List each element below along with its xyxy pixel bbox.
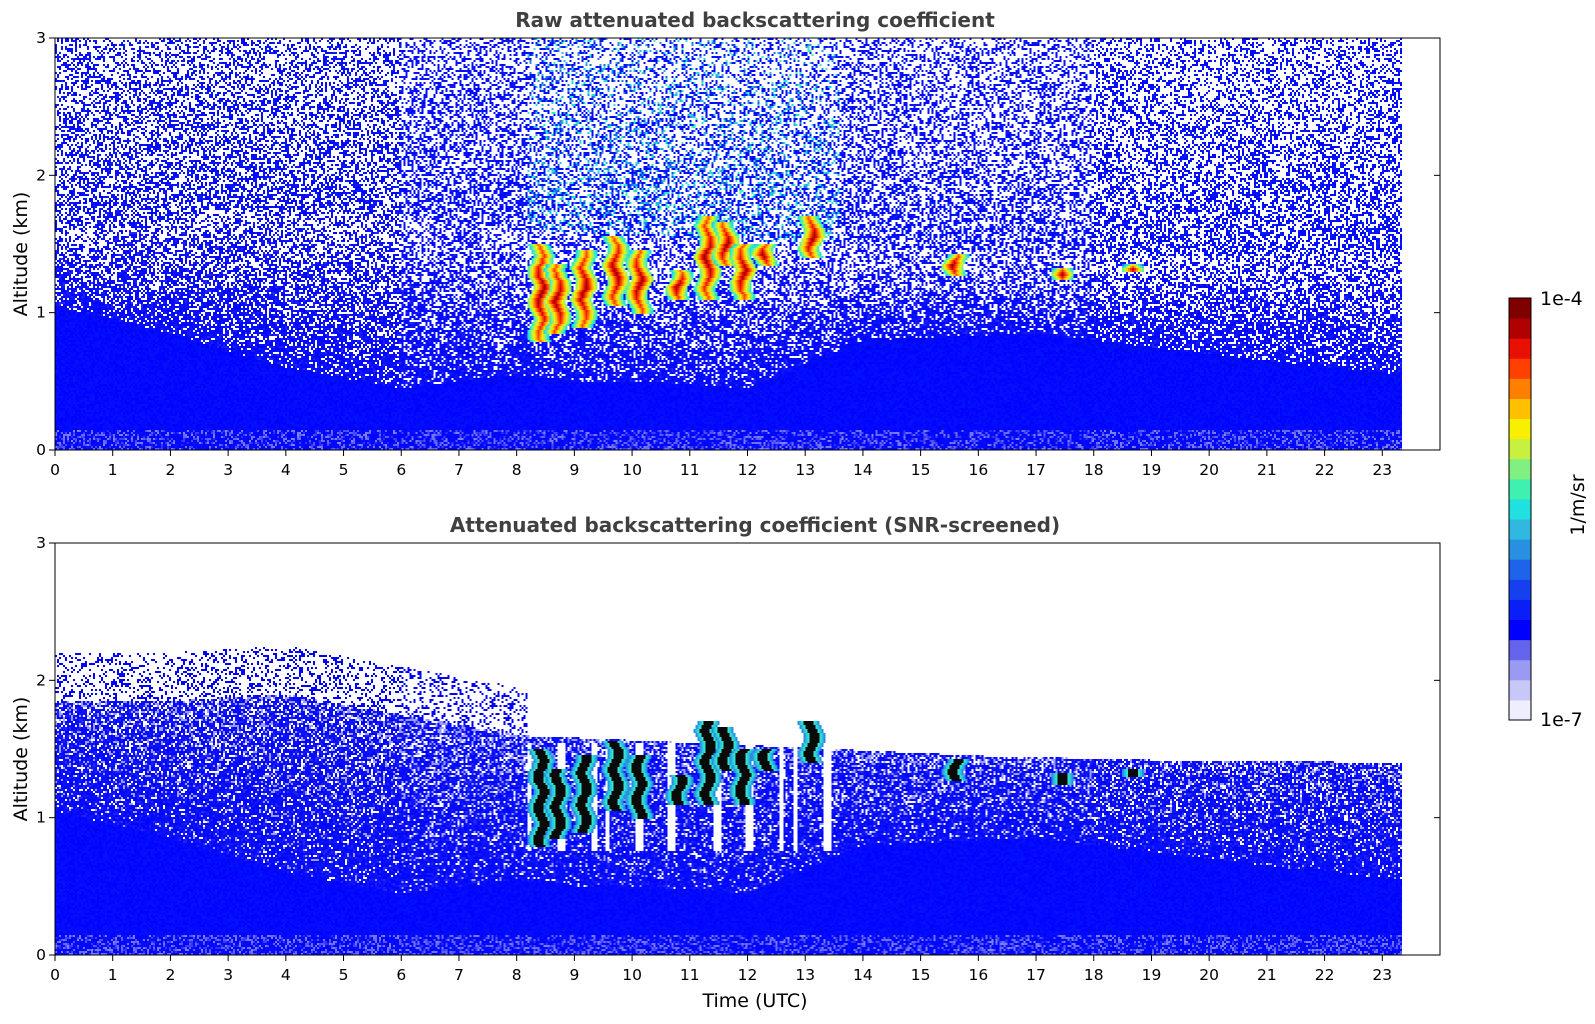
x-tick-label: 20 bbox=[1199, 966, 1219, 984]
x-tick-label: 8 bbox=[512, 966, 522, 984]
x-tick-label: 10 bbox=[622, 966, 642, 984]
colorbar-segment bbox=[1509, 599, 1531, 621]
heatmap-image bbox=[55, 543, 1440, 955]
y-axis-label-raw: Altitude (km) bbox=[10, 192, 32, 317]
x-tick-label: 22 bbox=[1315, 461, 1335, 479]
colorbar-min-label: 1e-7 bbox=[1540, 709, 1583, 731]
x-tick-label: 23 bbox=[1372, 461, 1392, 479]
x-tick-label: 0 bbox=[50, 461, 60, 479]
colorbar-segment bbox=[1509, 519, 1531, 540]
x-tick-label: 0 bbox=[50, 966, 60, 984]
colorbar-segment bbox=[1509, 639, 1531, 661]
x-tick-label: 9 bbox=[569, 461, 579, 479]
colorbar-segment bbox=[1509, 579, 1531, 600]
colorbar-segment bbox=[1509, 539, 1531, 560]
colorbar-segment bbox=[1509, 458, 1531, 480]
x-tick-label: 6 bbox=[396, 966, 406, 984]
y-tick-label: 1 bbox=[36, 304, 46, 322]
colorbar-segments bbox=[1509, 298, 1531, 721]
y-tick-label: 3 bbox=[36, 534, 46, 552]
x-tick-label: 14 bbox=[853, 461, 873, 479]
x-tick-label: 5 bbox=[339, 461, 349, 479]
x-axis-label: Time (UTC) bbox=[701, 990, 807, 1012]
x-tick-label: 12 bbox=[738, 966, 758, 984]
x-tick-label: 21 bbox=[1257, 461, 1277, 479]
x-tick-label: 17 bbox=[1026, 966, 1046, 984]
x-tick-label: 5 bbox=[339, 966, 349, 984]
plot-area-screened: 0 1 2 3 4 5 6 7 8 9 10 11 12 13 14 15 16 17 18 19 20 21 22 2301… bbox=[36, 534, 1441, 984]
x-tick-label: 19 bbox=[1142, 966, 1162, 984]
x-tick-label: 21 bbox=[1257, 966, 1277, 984]
x-tick-label: 3 bbox=[223, 461, 233, 479]
x-tick-label: 1 bbox=[108, 966, 118, 984]
y-tick-label: 0 bbox=[36, 441, 46, 459]
x-tick-label: 17 bbox=[1026, 461, 1046, 479]
colorbar-segment bbox=[1509, 438, 1531, 460]
x-tick-label: 18 bbox=[1084, 966, 1104, 984]
chart-title-screened: Attenuated backscattering coefficient (S… bbox=[450, 513, 1060, 537]
x-tick-label: 13 bbox=[795, 966, 815, 984]
x-tick-label: 10 bbox=[622, 461, 642, 479]
panel-raw: Raw attenuated backscattering coefficien… bbox=[10, 8, 1441, 479]
y-tick-label: 2 bbox=[36, 166, 46, 184]
panel-screened: Attenuated backscattering coefficient (S… bbox=[10, 513, 1441, 1012]
x-tick-label: 1 bbox=[108, 461, 118, 479]
x-tick-label: 4 bbox=[281, 966, 291, 984]
colorbar-segment bbox=[1509, 679, 1531, 701]
colorbar-segment bbox=[1509, 318, 1531, 339]
x-tick-label: 13 bbox=[795, 461, 815, 479]
x-tick-label: 8 bbox=[512, 461, 522, 479]
colorbar-segment bbox=[1509, 378, 1531, 399]
x-tick-label: 11 bbox=[680, 461, 700, 479]
colorbar-frame bbox=[1508, 297, 1532, 721]
y-axis-label-screened: Altitude (km) bbox=[10, 697, 32, 822]
colorbar-segment bbox=[1509, 559, 1531, 580]
colorbar-max-label: 1e-4 bbox=[1540, 288, 1583, 310]
y-tick-label: 0 bbox=[36, 946, 46, 964]
x-tick-label: 2 bbox=[165, 461, 175, 479]
colorbar-unit-label: 1/m/sr bbox=[1567, 474, 1589, 535]
x-tick-label: 2 bbox=[165, 966, 175, 984]
colorbar-segment bbox=[1509, 619, 1531, 641]
colorbar-segment bbox=[1509, 498, 1531, 520]
y-tick-label: 3 bbox=[36, 29, 46, 47]
colorbar-segment bbox=[1509, 478, 1531, 500]
colorbar-segment bbox=[1509, 298, 1531, 319]
colorbar-segment bbox=[1509, 398, 1531, 420]
x-tick-label: 7 bbox=[454, 461, 464, 479]
x-tick-label: 12 bbox=[738, 461, 758, 479]
colorbar-segment bbox=[1509, 418, 1531, 440]
x-tick-label: 15 bbox=[911, 461, 931, 479]
x-tick-label: 6 bbox=[396, 461, 406, 479]
x-tick-label: 14 bbox=[853, 966, 873, 984]
x-tick-label: 23 bbox=[1372, 966, 1392, 984]
x-tick-label: 11 bbox=[680, 966, 700, 984]
heatmap-image bbox=[55, 38, 1440, 450]
colorbar-segment bbox=[1509, 338, 1531, 359]
colorbar-segment bbox=[1509, 358, 1531, 379]
x-tick-label: 20 bbox=[1199, 461, 1219, 479]
colorbar-segment bbox=[1509, 699, 1531, 721]
colorbar-segment bbox=[1509, 659, 1531, 681]
x-tick-label: 7 bbox=[454, 966, 464, 984]
x-tick-label: 16 bbox=[968, 966, 988, 984]
x-tick-label: 9 bbox=[569, 966, 579, 984]
x-tick-label: 15 bbox=[911, 966, 931, 984]
x-tick-label: 3 bbox=[223, 966, 233, 984]
x-tick-label: 4 bbox=[281, 461, 291, 479]
chart-title-raw: Raw attenuated backscattering coefficien… bbox=[515, 8, 995, 32]
x-tick-label: 19 bbox=[1142, 461, 1162, 479]
colorbar: 1e-4 1e-7 1/m/sr bbox=[1508, 288, 1589, 731]
y-tick-label: 2 bbox=[36, 671, 46, 689]
x-tick-label: 22 bbox=[1315, 966, 1335, 984]
plot-area-raw: 0 1 2 3 4 5 6 7 8 9 10 11 12 13 14 15 16 17 18 19 20 21 22 2301… bbox=[36, 29, 1441, 479]
y-tick-label: 1 bbox=[36, 809, 46, 827]
x-tick-label: 16 bbox=[968, 461, 988, 479]
x-tick-label: 18 bbox=[1084, 461, 1104, 479]
